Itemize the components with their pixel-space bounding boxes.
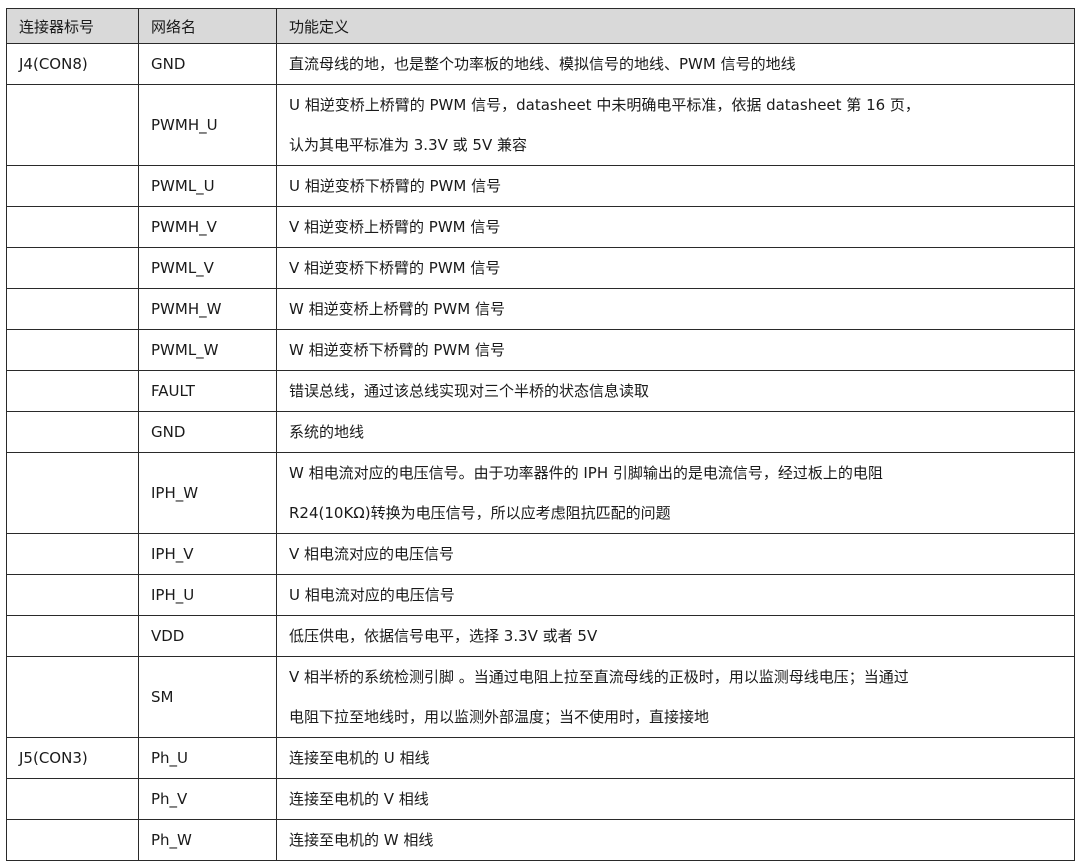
function-text-line: 连接至电机的 U 相线 [289,749,430,767]
connector-cell [6,370,139,412]
function-cell: U 相电流对应的电压信号 [276,574,1075,616]
function-cell: V 相逆变桥上桥臂的 PWM 信号 [276,206,1075,248]
connector-cell [6,411,139,453]
function-text-line: V 相半桥的系统检测引脚 。当通过电阻上拉至直流母线的正极时，用以监测母线电压；… [289,668,909,686]
function-text-line: 错误总线，通过该总线实现对三个半桥的状态信息读取 [289,382,650,400]
table-row: PWML_W W 相逆变桥下桥臂的 PWM 信号 [6,329,1075,371]
function-cell: 错误总线，通过该总线实现对三个半桥的状态信息读取 [276,370,1075,412]
header-net-name: 网络名 [138,8,277,44]
table-row: J4(CON8) GND 直流母线的地，也是整个功率板的地线、模拟信号的地线、PWM… [6,43,1075,85]
function-cell: 低压供电，依据信号电平，选择 3.3V 或者 5V [276,615,1075,657]
table-row: PWMH_W W 相逆变桥上桥臂的 PWM 信号 [6,288,1075,330]
connector-cell: J5(CON3) [6,737,139,779]
net-name-cell: VDD [138,615,277,657]
net-name-cell: PWML_V [138,247,277,289]
function-cell: W 相逆变桥上桥臂的 PWM 信号 [276,288,1075,330]
function-cell: 系统的地线 [276,411,1075,453]
header-connector: 连接器标号 [6,8,139,44]
table-row: PWMH_U U 相逆变桥上桥臂的 PWM 信号，datasheet 中未明确电平… [6,84,1075,166]
function-cell: 连接至电机的 V 相线 [276,778,1075,820]
connector-cell [6,84,139,166]
connector-cell [6,247,139,289]
table-row: PWML_V V 相逆变桥下桥臂的 PWM 信号 [6,247,1075,289]
function-text-line: 低压供电，依据信号电平，选择 3.3V 或者 5V [289,627,598,645]
connector-cell [6,819,139,861]
net-name-cell: PWMH_W [138,288,277,330]
table-row: IPH_U U 相电流对应的电压信号 [6,574,1075,616]
table-row: IPH_W W 相电流对应的电压信号。由于功率器件的 IPH 引脚输出的是电流信号… [6,452,1075,534]
function-cell: 连接至电机的 U 相线 [276,737,1075,779]
connector-cell [6,533,139,575]
connector-cell [6,656,139,738]
function-text-line: V 相逆变桥上桥臂的 PWM 信号 [289,218,501,236]
net-name-cell: PWML_U [138,165,277,207]
function-text-line: U 相电流对应的电压信号 [289,586,455,604]
pin-definition-table: 连接器标号 网络名 功能定义 J4(CON8) GND 直流母线的地，也是整个功率板… [6,8,1075,861]
function-cell: W 相电流对应的电压信号。由于功率器件的 IPH 引脚输出的是电流信号，经过板上… [276,452,1075,534]
table-row: Ph_W 连接至电机的 W 相线 [6,819,1075,861]
function-cell: V 相半桥的系统检测引脚 。当通过电阻上拉至直流母线的正极时，用以监测母线电压；… [276,656,1075,738]
connector-cell: J4(CON8) [6,43,139,85]
table-row: VDD 低压供电，依据信号电平，选择 3.3V 或者 5V [6,615,1075,657]
net-name-cell: PWMH_V [138,206,277,248]
net-name-cell: IPH_W [138,452,277,534]
table-row: PWML_U U 相逆变桥下桥臂的 PWM 信号 [6,165,1075,207]
net-name-cell: GND [138,411,277,453]
net-name-cell: Ph_U [138,737,277,779]
function-text-line: 连接至电机的 V 相线 [289,790,429,808]
connector-cell [6,329,139,371]
connector-cell [6,452,139,534]
net-name-cell: Ph_V [138,778,277,820]
function-text-line: W 相逆变桥下桥臂的 PWM 信号 [289,341,505,359]
function-text-line: U 相逆变桥下桥臂的 PWM 信号 [289,177,502,195]
net-name-cell: FAULT [138,370,277,412]
function-text-line: V 相电流对应的电压信号 [289,545,455,563]
connector-cell [6,778,139,820]
net-name-cell: Ph_W [138,819,277,861]
net-name-cell: IPH_U [138,574,277,616]
function-cell: 连接至电机的 W 相线 [276,819,1075,861]
connector-cell [6,165,139,207]
net-name-cell: GND [138,43,277,85]
table-row: IPH_V V 相电流对应的电压信号 [6,533,1075,575]
function-cell: V 相逆变桥下桥臂的 PWM 信号 [276,247,1075,289]
function-text-line: 系统的地线 [289,423,365,441]
function-text-line: 电阻下拉至地线时，用以监测外部温度；当不使用时，直接接地 [289,708,710,726]
function-text-line: U 相逆变桥上桥臂的 PWM 信号，datasheet 中未明确电平标准，依据 … [289,96,920,114]
function-cell: U 相逆变桥上桥臂的 PWM 信号，datasheet 中未明确电平标准，依据 … [276,84,1075,166]
connector-cell [6,615,139,657]
function-cell: W 相逆变桥下桥臂的 PWM 信号 [276,329,1075,371]
table-row: J5(CON3) Ph_U 连接至电机的 U 相线 [6,737,1075,779]
connector-cell [6,288,139,330]
table-row: Ph_V 连接至电机的 V 相线 [6,778,1075,820]
function-text-line: W 相电流对应的电压信号。由于功率器件的 IPH 引脚输出的是电流信号，经过板上… [289,464,883,482]
function-text-line: W 相逆变桥上桥臂的 PWM 信号 [289,300,505,318]
table-row: SM V 相半桥的系统检测引脚 。当通过电阻上拉至直流母线的正极时，用以监测母线电… [6,656,1075,738]
connector-cell [6,206,139,248]
function-cell: U 相逆变桥下桥臂的 PWM 信号 [276,165,1075,207]
net-name-cell: PWML_W [138,329,277,371]
function-cell: V 相电流对应的电压信号 [276,533,1075,575]
net-name-cell: SM [138,656,277,738]
net-name-cell: IPH_V [138,533,277,575]
table-row: PWMH_V V 相逆变桥上桥臂的 PWM 信号 [6,206,1075,248]
function-text-line: V 相逆变桥下桥臂的 PWM 信号 [289,259,501,277]
function-text-line: 认为其电平标准为 3.3V 或 5V 兼容 [289,136,527,154]
connector-cell [6,574,139,616]
table-header-row: 连接器标号 网络名 功能定义 [6,8,1075,44]
table-row: FAULT 错误总线，通过该总线实现对三个半桥的状态信息读取 [6,370,1075,412]
function-text-line: 直流母线的地，也是整个功率板的地线、模拟信号的地线、PWM 信号的地线 [289,55,796,73]
function-cell: 直流母线的地，也是整个功率板的地线、模拟信号的地线、PWM 信号的地线 [276,43,1075,85]
function-text-line: R24(10KΩ)转换为电压信号，所以应考虑阻抗匹配的问题 [289,504,671,522]
function-text-line: 连接至电机的 W 相线 [289,831,434,849]
table-row: GND 系统的地线 [6,411,1075,453]
net-name-cell: PWMH_U [138,84,277,166]
header-function: 功能定义 [276,8,1075,44]
